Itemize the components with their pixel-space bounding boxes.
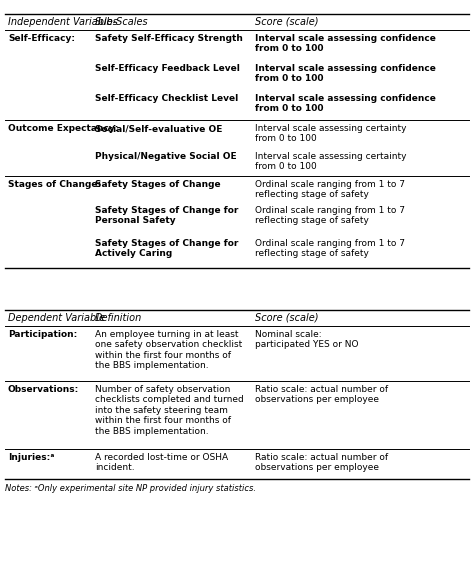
Text: Interval scale assessing certainty
from 0 to 100: Interval scale assessing certainty from … [255,124,407,143]
Text: Stages of Change:: Stages of Change: [8,180,101,189]
Text: Ordinal scale ranging from 1 to 7
reflecting stage of safety: Ordinal scale ranging from 1 to 7 reflec… [255,206,405,225]
Text: Injuries:ᵃ: Injuries:ᵃ [8,453,55,462]
Text: A recorded lost-time or OSHA
incident.: A recorded lost-time or OSHA incident. [95,453,228,473]
Text: Independent Variables: Independent Variables [8,17,118,27]
Text: Score (scale): Score (scale) [255,17,319,27]
Text: Sub-Scales: Sub-Scales [95,17,149,27]
Text: Self-Efficacy:: Self-Efficacy: [8,34,75,43]
Text: Self-Efficacy Feedback Level: Self-Efficacy Feedback Level [95,64,240,73]
Text: Physical/Negative Social OE: Physical/Negative Social OE [95,152,237,161]
Text: Notes: ᵃOnly experimental site NP provided injury statistics.: Notes: ᵃOnly experimental site NP provid… [5,484,256,493]
Text: Score (scale): Score (scale) [255,313,319,323]
Text: Dependent Variable: Dependent Variable [8,313,105,323]
Text: Ratio scale: actual number of
observations per employee: Ratio scale: actual number of observatio… [255,385,388,404]
Text: Nominal scale:
participated YES or NO: Nominal scale: participated YES or NO [255,330,358,349]
Text: Self-Efficacy Checklist Level: Self-Efficacy Checklist Level [95,94,238,103]
Text: Ordinal scale ranging from 1 to 7
reflecting stage of safety: Ordinal scale ranging from 1 to 7 reflec… [255,239,405,258]
Text: Number of safety observation
checklists completed and turned
into the safety ste: Number of safety observation checklists … [95,385,244,436]
Text: An employee turning in at least
one safety observation checklist
within the firs: An employee turning in at least one safe… [95,330,242,370]
Text: Social/Self-evaluative OE: Social/Self-evaluative OE [95,124,222,133]
Text: Safety Stages of Change: Safety Stages of Change [95,180,220,189]
Text: Outcome Expectancy:: Outcome Expectancy: [8,124,118,133]
Text: Interval scale assessing confidence
from 0 to 100: Interval scale assessing confidence from… [255,94,436,114]
Text: Safety Self-Efficacy Strength: Safety Self-Efficacy Strength [95,34,243,43]
Text: Participation:: Participation: [8,330,77,339]
Text: Interval scale assessing certainty
from 0 to 100: Interval scale assessing certainty from … [255,152,407,172]
Text: Interval scale assessing confidence
from 0 to 100: Interval scale assessing confidence from… [255,34,436,53]
Text: Ratio scale: actual number of
observations per employee: Ratio scale: actual number of observatio… [255,453,388,473]
Text: Definition: Definition [95,313,142,323]
Text: Safety Stages of Change for
Personal Safety: Safety Stages of Change for Personal Saf… [95,206,238,225]
Text: Interval scale assessing confidence
from 0 to 100: Interval scale assessing confidence from… [255,64,436,83]
Text: Observations:: Observations: [8,385,79,394]
Text: Ordinal scale ranging from 1 to 7
reflecting stage of safety: Ordinal scale ranging from 1 to 7 reflec… [255,180,405,199]
Text: Safety Stages of Change for
Actively Caring: Safety Stages of Change for Actively Car… [95,239,238,258]
